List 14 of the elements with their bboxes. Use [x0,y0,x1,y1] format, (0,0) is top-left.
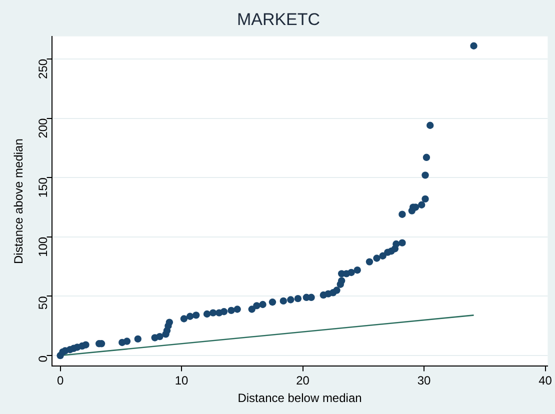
y-tick-label: 150 [36,177,50,198]
y-tick-label: 100 [36,236,50,257]
x-tick-label: 0 [56,374,64,388]
x-tick-label: 20 [296,374,310,388]
y-tick-label: 0 [36,355,50,362]
chart-title: MARKETC [236,10,320,29]
y-axis-title: Distance above median [12,138,26,264]
x-axis-title: Distance below median [238,391,362,406]
x-tick-label: 40 [538,374,552,388]
x-tick-label: 30 [417,374,432,388]
x-tick-label: 10 [174,374,189,388]
y-tick-label: 250 [36,58,50,79]
y-tick-label: 200 [36,118,50,138]
y-tick-label: 50 [36,296,50,310]
